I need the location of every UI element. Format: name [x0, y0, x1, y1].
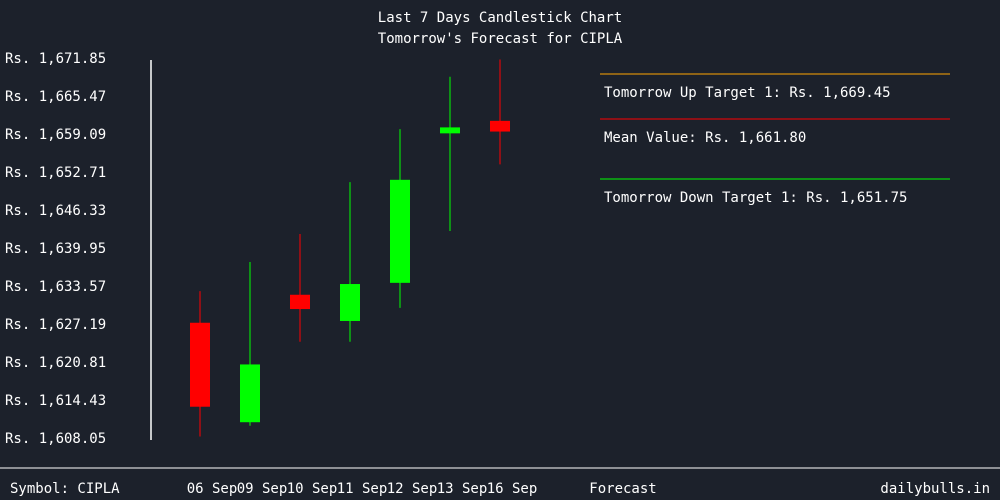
y-tick-label: Rs. 1,608.05 [5, 431, 106, 447]
forecast-label: Tomorrow Down Target 1: Rs. 1,651.75 [604, 190, 907, 206]
y-tick-labels: Rs. 1,671.85 Rs. 1,665.47 Rs. 1,659.09 Rs. … [5, 51, 106, 447]
y-tick-label: Rs. 1,614.43 [5, 393, 106, 409]
candle [440, 76, 460, 232]
y-tick-label: Rs. 1,665.47 [5, 89, 106, 105]
x-tick-label: 12 Sep [387, 481, 438, 497]
y-tick-label: Rs. 1,671.85 [5, 51, 106, 67]
y-tick-label: Rs. 1,646.33 [5, 203, 106, 219]
candle-body [390, 179, 410, 283]
y-tick-label: Rs. 1,659.09 [5, 127, 106, 143]
candle [290, 234, 310, 342]
forecast-panel: Tomorrow Up Target 1: Rs. 1,669.45 Mean V… [600, 73, 950, 206]
brand-label: dailybulls.in [880, 481, 990, 497]
x-tick-labels: 06 Sep 09 Sep 10 Sep 11 Sep 12 Sep 13 Sep 16 S… [187, 481, 657, 497]
x-tick-label: 16 Sep [487, 481, 538, 497]
x-tick-label: 13 Sep [437, 481, 488, 497]
candle-body [490, 120, 510, 132]
candle [240, 261, 260, 426]
x-tick-label: 06 Sep [187, 481, 238, 497]
candle-body [240, 364, 260, 423]
forecast-label: Tomorrow Up Target 1: Rs. 1,669.45 [604, 85, 891, 101]
candle [490, 59, 510, 165]
y-tick-label: Rs. 1,633.57 [5, 279, 106, 295]
candle-body [340, 284, 360, 321]
candle [340, 182, 360, 342]
candle [190, 291, 210, 437]
x-tick-label: 11 Sep [337, 481, 388, 497]
candles [190, 59, 510, 437]
x-tick-label: 09 Sep [237, 481, 288, 497]
forecast-label: Mean Value: Rs. 1,661.80 [604, 130, 806, 146]
candle-body [290, 294, 310, 310]
x-tick-label: 10 Sep [287, 481, 338, 497]
y-tick-label: Rs. 1,620.81 [5, 355, 106, 371]
chart-subtitle: Tomorrow's Forecast for CIPLA [378, 31, 623, 47]
symbol-label: Symbol: CIPLA [10, 481, 120, 497]
candle [390, 129, 410, 308]
x-tick-label: Forecast [589, 481, 656, 497]
chart-title: Last 7 Days Candlestick Chart [378, 10, 622, 26]
y-tick-label: Rs. 1,639.95 [5, 241, 106, 257]
candle-body [440, 127, 460, 134]
y-tick-label: Rs. 1,652.71 [5, 165, 106, 181]
y-tick-label: Rs. 1,627.19 [5, 317, 106, 333]
candle-body [190, 322, 210, 407]
